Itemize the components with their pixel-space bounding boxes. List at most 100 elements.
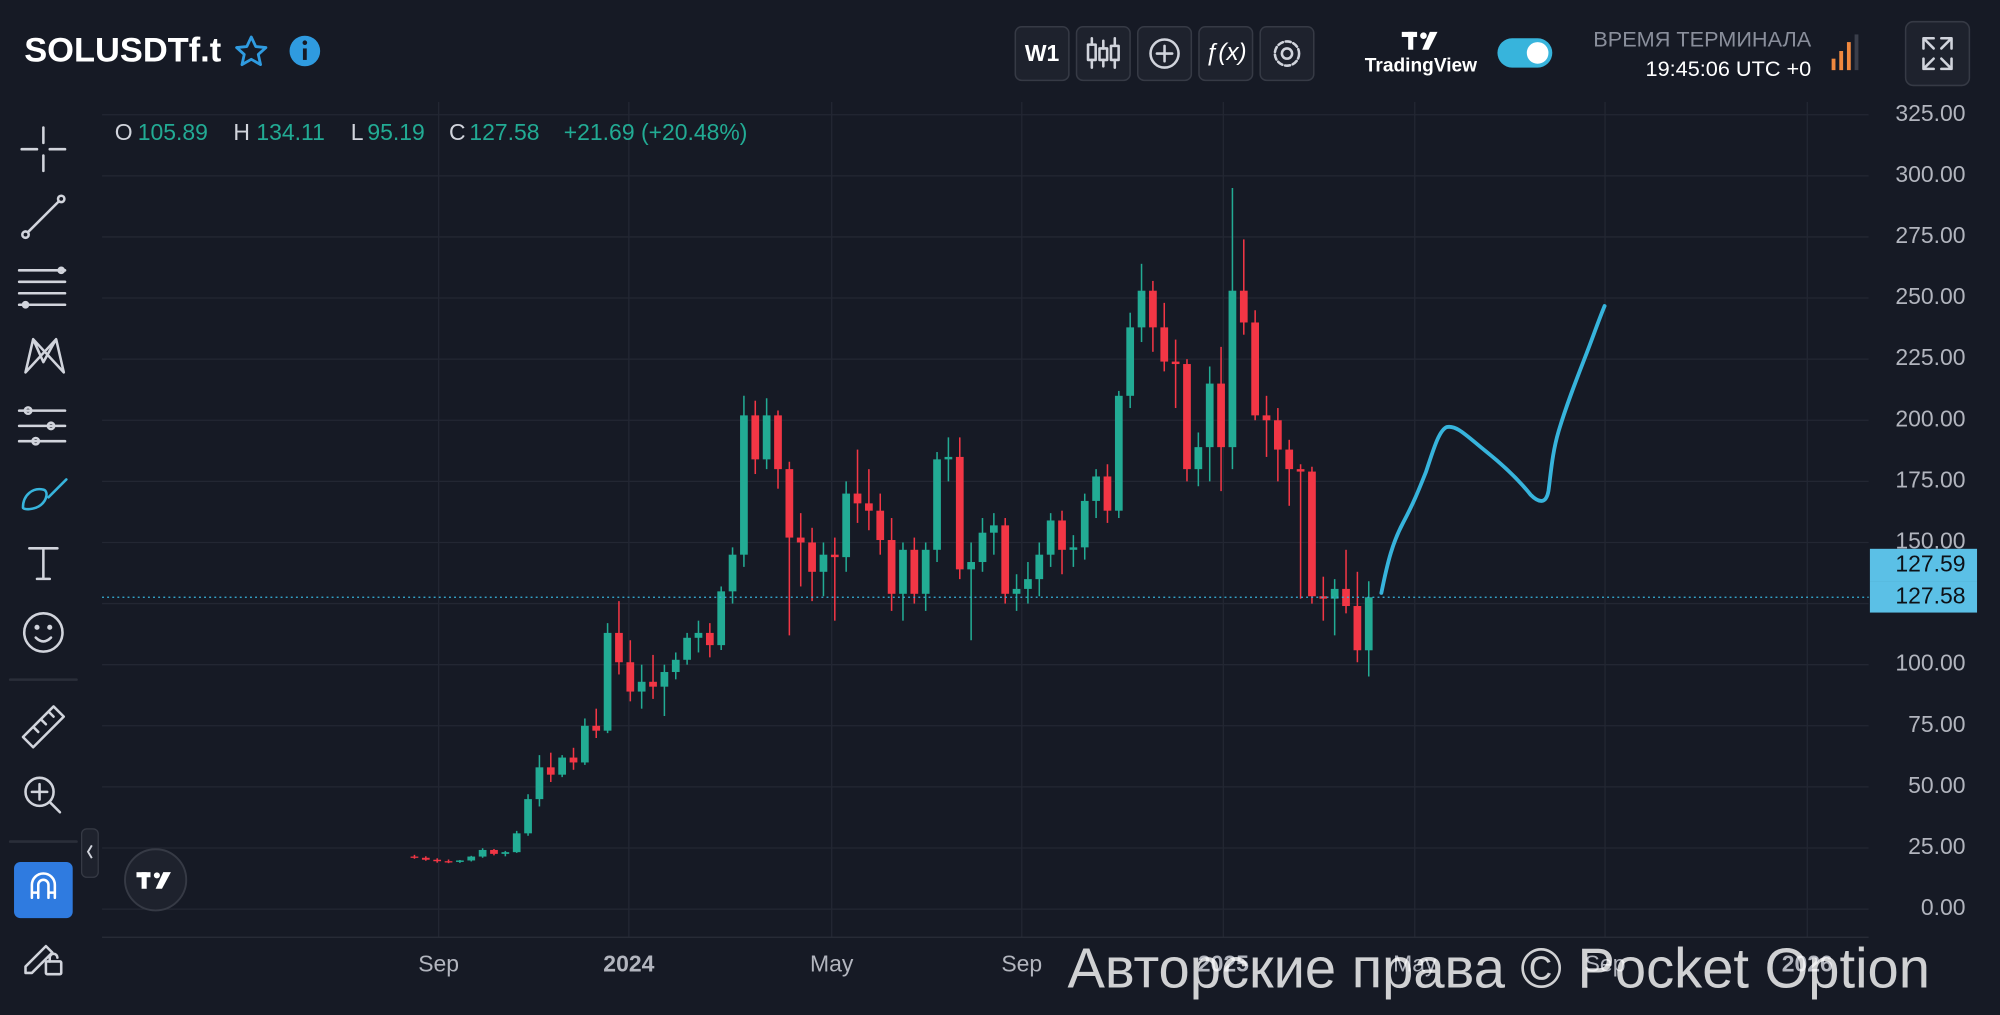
- y-tick-label: 200.00: [1895, 405, 1965, 431]
- candle-body: [989, 525, 998, 533]
- price-axis-overlay: 0.0025.0050.0075.00100.00125.00150.00175…: [102, 100, 1978, 976]
- fib-tool[interactable]: [17, 266, 67, 309]
- candle-body: [978, 532, 987, 563]
- y-tick-label: 300.00: [1895, 161, 1965, 187]
- legend-value: 127.58: [469, 119, 539, 145]
- magnet-tool[interactable]: [14, 861, 73, 919]
- x-tick-label: Sep: [1001, 950, 1042, 976]
- candle-body: [626, 662, 635, 692]
- plus-icon: [1149, 38, 1180, 69]
- clock: 19:45:06 UTC +0: [1646, 56, 1812, 81]
- settings-button[interactable]: [1259, 26, 1315, 82]
- candle-body: [1342, 588, 1350, 607]
- info-icon-glyph: [302, 48, 307, 60]
- candle-body: [1262, 415, 1271, 421]
- candle-body: [1092, 476, 1100, 501]
- pattern-tool[interactable]: [24, 337, 66, 374]
- candle-body: [740, 415, 748, 555]
- candle-body: [558, 757, 567, 775]
- y-tick-label: 100.00: [1895, 650, 1965, 676]
- legend-value: 134.11: [256, 119, 324, 145]
- text-tool[interactable]: [28, 547, 59, 581]
- y-tick-label: 275.00: [1895, 222, 1965, 248]
- y-tick-label: 175.00: [1895, 466, 1965, 492]
- clock-label: ВРЕМЯ ТЕРМИНАЛА: [1593, 27, 1811, 52]
- brand-logo: [1401, 31, 1438, 50]
- tv-badge-logo: [136, 872, 171, 889]
- candle-body: [967, 562, 975, 570]
- x-tick-label: Sep: [418, 950, 459, 976]
- candle-body: [865, 503, 873, 511]
- candle-body: [467, 856, 476, 861]
- candle-body: [1058, 520, 1066, 550]
- toolbar-collapse[interactable]: [80, 828, 99, 878]
- plot-area: [410, 188, 1373, 864]
- candle-body: [1114, 395, 1123, 511]
- candle-body: [1012, 588, 1021, 594]
- candle-body: [796, 537, 805, 543]
- signal-icon: [1831, 34, 1859, 71]
- candle-body: [649, 681, 657, 687]
- candle-body: [1239, 290, 1248, 323]
- ruler-tool[interactable]: [21, 705, 66, 749]
- candle-body: [1046, 520, 1055, 555]
- fullscreen-button[interactable]: [1904, 20, 1971, 87]
- candle-body: [705, 632, 714, 646]
- candle-body: [592, 725, 601, 731]
- zoom-tool[interactable]: [24, 776, 62, 814]
- candle-body: [921, 549, 930, 594]
- price-box-label: 127.59: [1895, 550, 1965, 576]
- candle-body: [1160, 327, 1169, 362]
- candle-body: [1137, 290, 1146, 328]
- brand-name: TradingView: [1365, 55, 1477, 76]
- favorite-icon[interactable]: [235, 35, 268, 67]
- candle-body: [1194, 447, 1203, 470]
- y-tick-label: 250.00: [1895, 283, 1965, 309]
- candle-body: [535, 767, 544, 800]
- candle-body: [490, 849, 498, 854]
- prediction-tool[interactable]: [17, 406, 67, 446]
- lock-tool[interactable]: [24, 944, 63, 976]
- candle-body: [1285, 449, 1294, 470]
- candle-body: [581, 725, 589, 763]
- toggle-knob: [1526, 42, 1549, 64]
- candle-body: [615, 632, 623, 663]
- candle-body: [1364, 597, 1373, 651]
- candle-body: [1069, 547, 1078, 550]
- candle-body: [944, 456, 953, 460]
- candle-body: [899, 549, 907, 594]
- fullscreen-icon: [1922, 36, 1953, 71]
- interval-button[interactable]: [1014, 26, 1070, 82]
- crosshair-tool[interactable]: [20, 126, 67, 173]
- legend-value: 95.19: [367, 119, 424, 145]
- drawing-line[interactable]: [1379, 304, 1607, 595]
- candle-body: [512, 833, 521, 853]
- trendline-tool[interactable]: [21, 194, 66, 240]
- candle-body: [1274, 420, 1282, 450]
- candle-body: [887, 540, 896, 594]
- indicators-icon: ƒ(x): [1205, 39, 1247, 66]
- price-box: [1869, 581, 1978, 613]
- x-tick-label: 2026: [1782, 950, 1833, 976]
- candle-body: [1024, 579, 1032, 589]
- symbol[interactable]: SOLUSDTf.t: [24, 31, 222, 69]
- candle-body: [933, 459, 941, 550]
- candle-body: [1205, 383, 1214, 448]
- collapse-arrow: [86, 844, 93, 859]
- candle-body: [683, 637, 691, 660]
- candle-body: [808, 542, 816, 572]
- candle-body: [955, 456, 964, 570]
- indicators-button[interactable]: [1198, 26, 1254, 82]
- brush-tool[interactable]: [21, 478, 68, 511]
- emoji-tool[interactable]: [22, 612, 64, 653]
- chart-type-button[interactable]: [1075, 26, 1131, 82]
- candle-body: [1330, 588, 1339, 599]
- tv-badge[interactable]: [124, 848, 188, 912]
- grid: [102, 102, 1869, 938]
- price-box: [1869, 548, 1978, 582]
- settings-icon: [1273, 40, 1301, 67]
- x-tick-label: May: [1393, 950, 1437, 976]
- candle-body: [433, 859, 442, 862]
